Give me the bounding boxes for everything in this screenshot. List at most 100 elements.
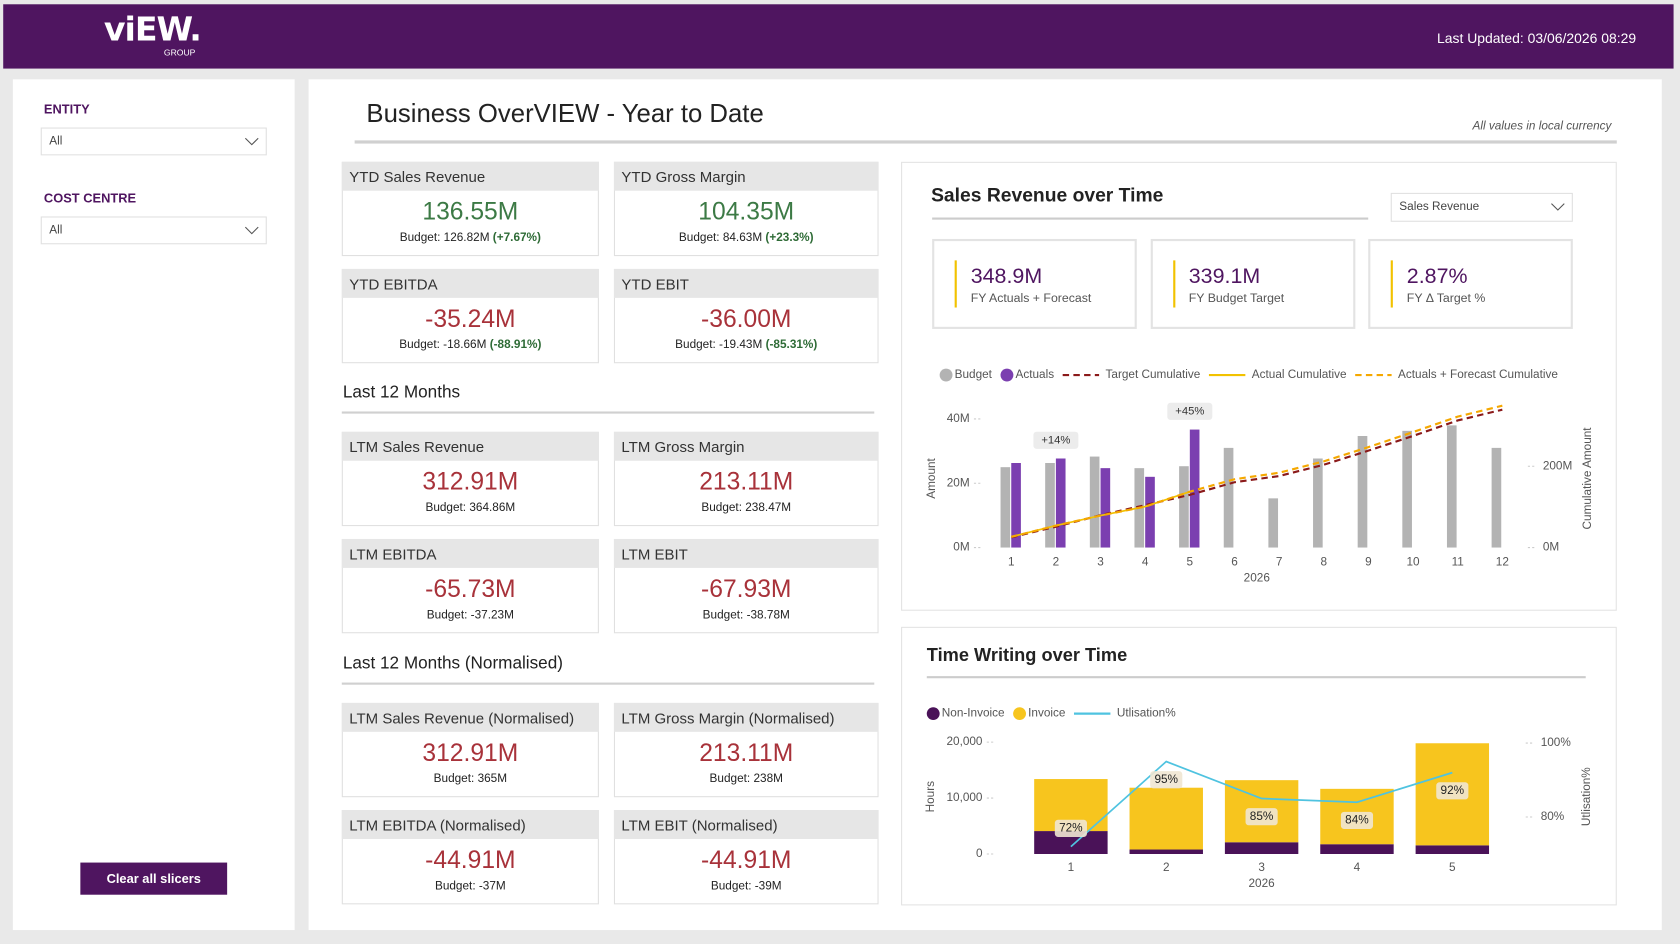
summary-label: FY Actuals + Forecast	[970, 292, 1092, 306]
slicer-dropdown[interactable]: All	[40, 216, 267, 245]
summary-value: 2.87%	[1406, 264, 1468, 289]
x-tick-label: 11	[1452, 556, 1464, 569]
legend-label: Utlisation%	[1117, 707, 1176, 720]
kpi-title: YTD Gross Margin	[621, 168, 746, 186]
x-tick-label: 1	[1008, 556, 1015, 569]
measure-dropdown[interactable]: Sales Revenue	[1390, 192, 1573, 222]
y-axis-title: Amount	[925, 457, 938, 498]
logo: viEW.	[103, 10, 202, 50]
slicer-value: All	[49, 135, 63, 148]
x-tick-label: 6	[1231, 556, 1238, 569]
page-title: Business OverVIEW - Year to Date	[366, 99, 764, 129]
kpi-card-header	[613, 538, 879, 568]
summary-card	[1150, 238, 1355, 329]
bar	[1129, 849, 1203, 854]
chart-title-rule	[932, 217, 1369, 220]
kpi-card-header	[341, 431, 599, 461]
data-label: 84%	[1345, 814, 1369, 827]
legend-label: Invoice	[1028, 707, 1066, 720]
summary-label: FY Δ Target %	[1406, 292, 1486, 306]
kpi-title: LTM Gross Margin (Normalised)	[621, 709, 835, 727]
bar	[1415, 845, 1490, 854]
kpi-variance: (+23.3%)	[765, 231, 814, 245]
bar	[1055, 458, 1066, 548]
clear-button[interactable]: Clear all slicers	[80, 862, 228, 895]
chevron	[244, 226, 259, 235]
x-tick-label: 12	[1496, 556, 1509, 569]
bar	[1223, 447, 1234, 548]
x-axis-title: 2026	[1249, 877, 1276, 890]
x-tick-label: 4	[1142, 556, 1149, 569]
x-tick-label: 4	[1354, 861, 1361, 874]
kpi-card-header	[341, 538, 599, 568]
data-label-box	[1245, 808, 1278, 826]
sales-chart-panel	[901, 161, 1617, 611]
slicer-dropdown[interactable]: All	[40, 127, 267, 156]
x-tick-label: 9	[1365, 556, 1372, 569]
tick-label: 40M	[947, 412, 970, 425]
legend-marker	[939, 368, 953, 382]
section-title: Last 12 Months (Normalised)	[342, 654, 563, 673]
legend-label: Actual Cumulative	[1252, 368, 1347, 381]
kpi-title: LTM Sales Revenue	[349, 438, 485, 456]
logo-sub: GROUP	[163, 48, 196, 58]
kpi-value: 213.11M	[699, 467, 794, 496]
kpi-title: LTM Gross Margin	[621, 438, 745, 456]
slicer-value: All	[49, 223, 63, 237]
bar	[1034, 831, 1108, 854]
data-label: 92%	[1441, 784, 1465, 797]
bar	[1145, 476, 1155, 548]
kpi-budget: Budget: 84.63M	[678, 231, 763, 245]
kpi-card-header	[613, 702, 879, 732]
legend-marker	[926, 707, 940, 721]
bar	[1179, 466, 1189, 548]
kpi-title: LTM EBIT	[621, 545, 688, 563]
kpi-budget: Budget: -38.78M	[702, 608, 790, 622]
summary-value: 339.1M	[1188, 264, 1261, 289]
section-title: Last 12 Months	[342, 383, 461, 402]
data-label-box	[1436, 782, 1469, 800]
summary-accent	[1172, 260, 1175, 308]
bar	[1189, 429, 1200, 548]
summary-card	[932, 238, 1137, 329]
x-tick-label: 2	[1053, 556, 1060, 569]
chart-title-rule	[926, 676, 1586, 679]
bar	[1129, 787, 1203, 850]
data-label-box	[1150, 771, 1183, 789]
kpi-value: 312.91M	[422, 738, 519, 767]
bar	[1313, 458, 1323, 548]
tick-label: 0M	[953, 541, 969, 554]
tick-label: 200M	[1543, 459, 1572, 472]
x-tick-label: 5	[1187, 556, 1194, 569]
legend-label: Target Cumulative	[1106, 368, 1201, 381]
kpi-variance: (-85.31%)	[765, 338, 818, 352]
x-tick-label: 10	[1406, 556, 1420, 569]
kpi-budget-line: Budget: -38.78M	[614, 609, 879, 622]
x-tick-label: 7	[1276, 556, 1283, 569]
kpi-variance: (-88.91%)	[489, 338, 542, 352]
line	[1011, 408, 1503, 539]
data-label: 95%	[1154, 773, 1178, 786]
bar	[1100, 468, 1111, 548]
kpi-title: LTM Sales Revenue (Normalised)	[349, 709, 575, 727]
x-tick-label: 2	[1163, 861, 1170, 874]
kpi-title: LTM EBITDA	[349, 545, 437, 563]
kpi-value: -36.00M	[701, 304, 792, 333]
tick-label: 20M	[947, 476, 970, 489]
kpi-title: YTD Sales Revenue	[349, 168, 486, 186]
slicer-label: ENTITY	[43, 101, 90, 117]
kpi-variance: (+7.67%)	[492, 231, 541, 245]
annotation: +45%	[1175, 405, 1204, 417]
legend-label: Actuals + Forecast Cumulative	[1398, 368, 1558, 381]
kpi-card-header	[341, 702, 599, 732]
kpi-budget-line: Budget: 238M	[614, 773, 879, 786]
data-label: 72%	[1059, 821, 1083, 834]
kpi-budget: Budget: 126.82M	[399, 231, 490, 245]
tick-label: 20,000	[947, 735, 983, 748]
kpi-budget: Budget: -37.23M	[426, 608, 514, 622]
annotation: +14%	[1041, 434, 1070, 446]
summary-card	[1368, 238, 1573, 329]
kpi-value: -35.24M	[425, 304, 516, 333]
chevron	[244, 137, 259, 146]
